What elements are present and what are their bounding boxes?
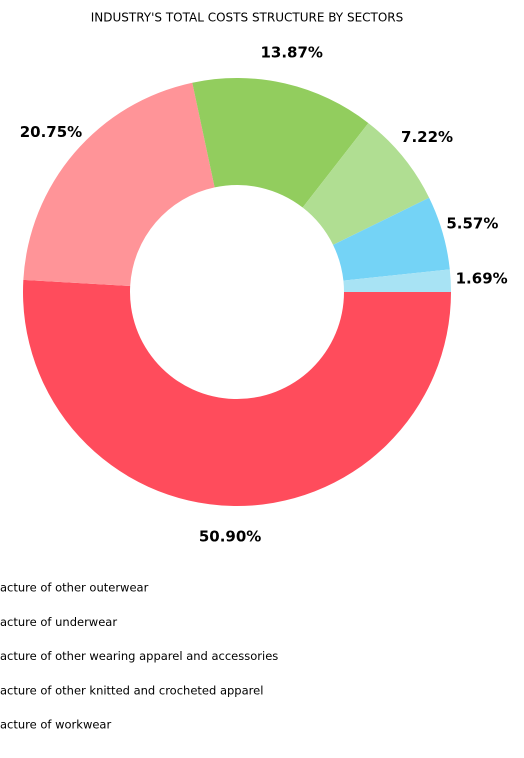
value-label: 7.22% <box>401 128 453 146</box>
slice <box>302 123 430 245</box>
value-label: 1.69% <box>456 269 508 287</box>
slice <box>22 279 452 507</box>
legend-entry: acture of other outerwear <box>0 581 149 595</box>
value-label: 13.87% <box>260 44 322 62</box>
value-label: 5.57% <box>446 215 498 233</box>
legend-entry: acture of other knitted and crocheted ap… <box>0 683 263 697</box>
value-label: 50.90% <box>199 527 261 545</box>
slice <box>343 269 451 292</box>
legend-entry: acture of workwear <box>0 718 111 732</box>
legend-entry: acture of underwear <box>0 615 117 629</box>
chart-title: INDUSTRY'S TOTAL COSTS STRUCTURE BY SECT… <box>91 11 404 25</box>
slice <box>192 78 369 208</box>
slice <box>23 82 215 286</box>
legend-entry: acture of other wearing apparel and acce… <box>0 649 278 663</box>
slice <box>333 197 450 281</box>
value-label: 20.75% <box>20 123 82 141</box>
